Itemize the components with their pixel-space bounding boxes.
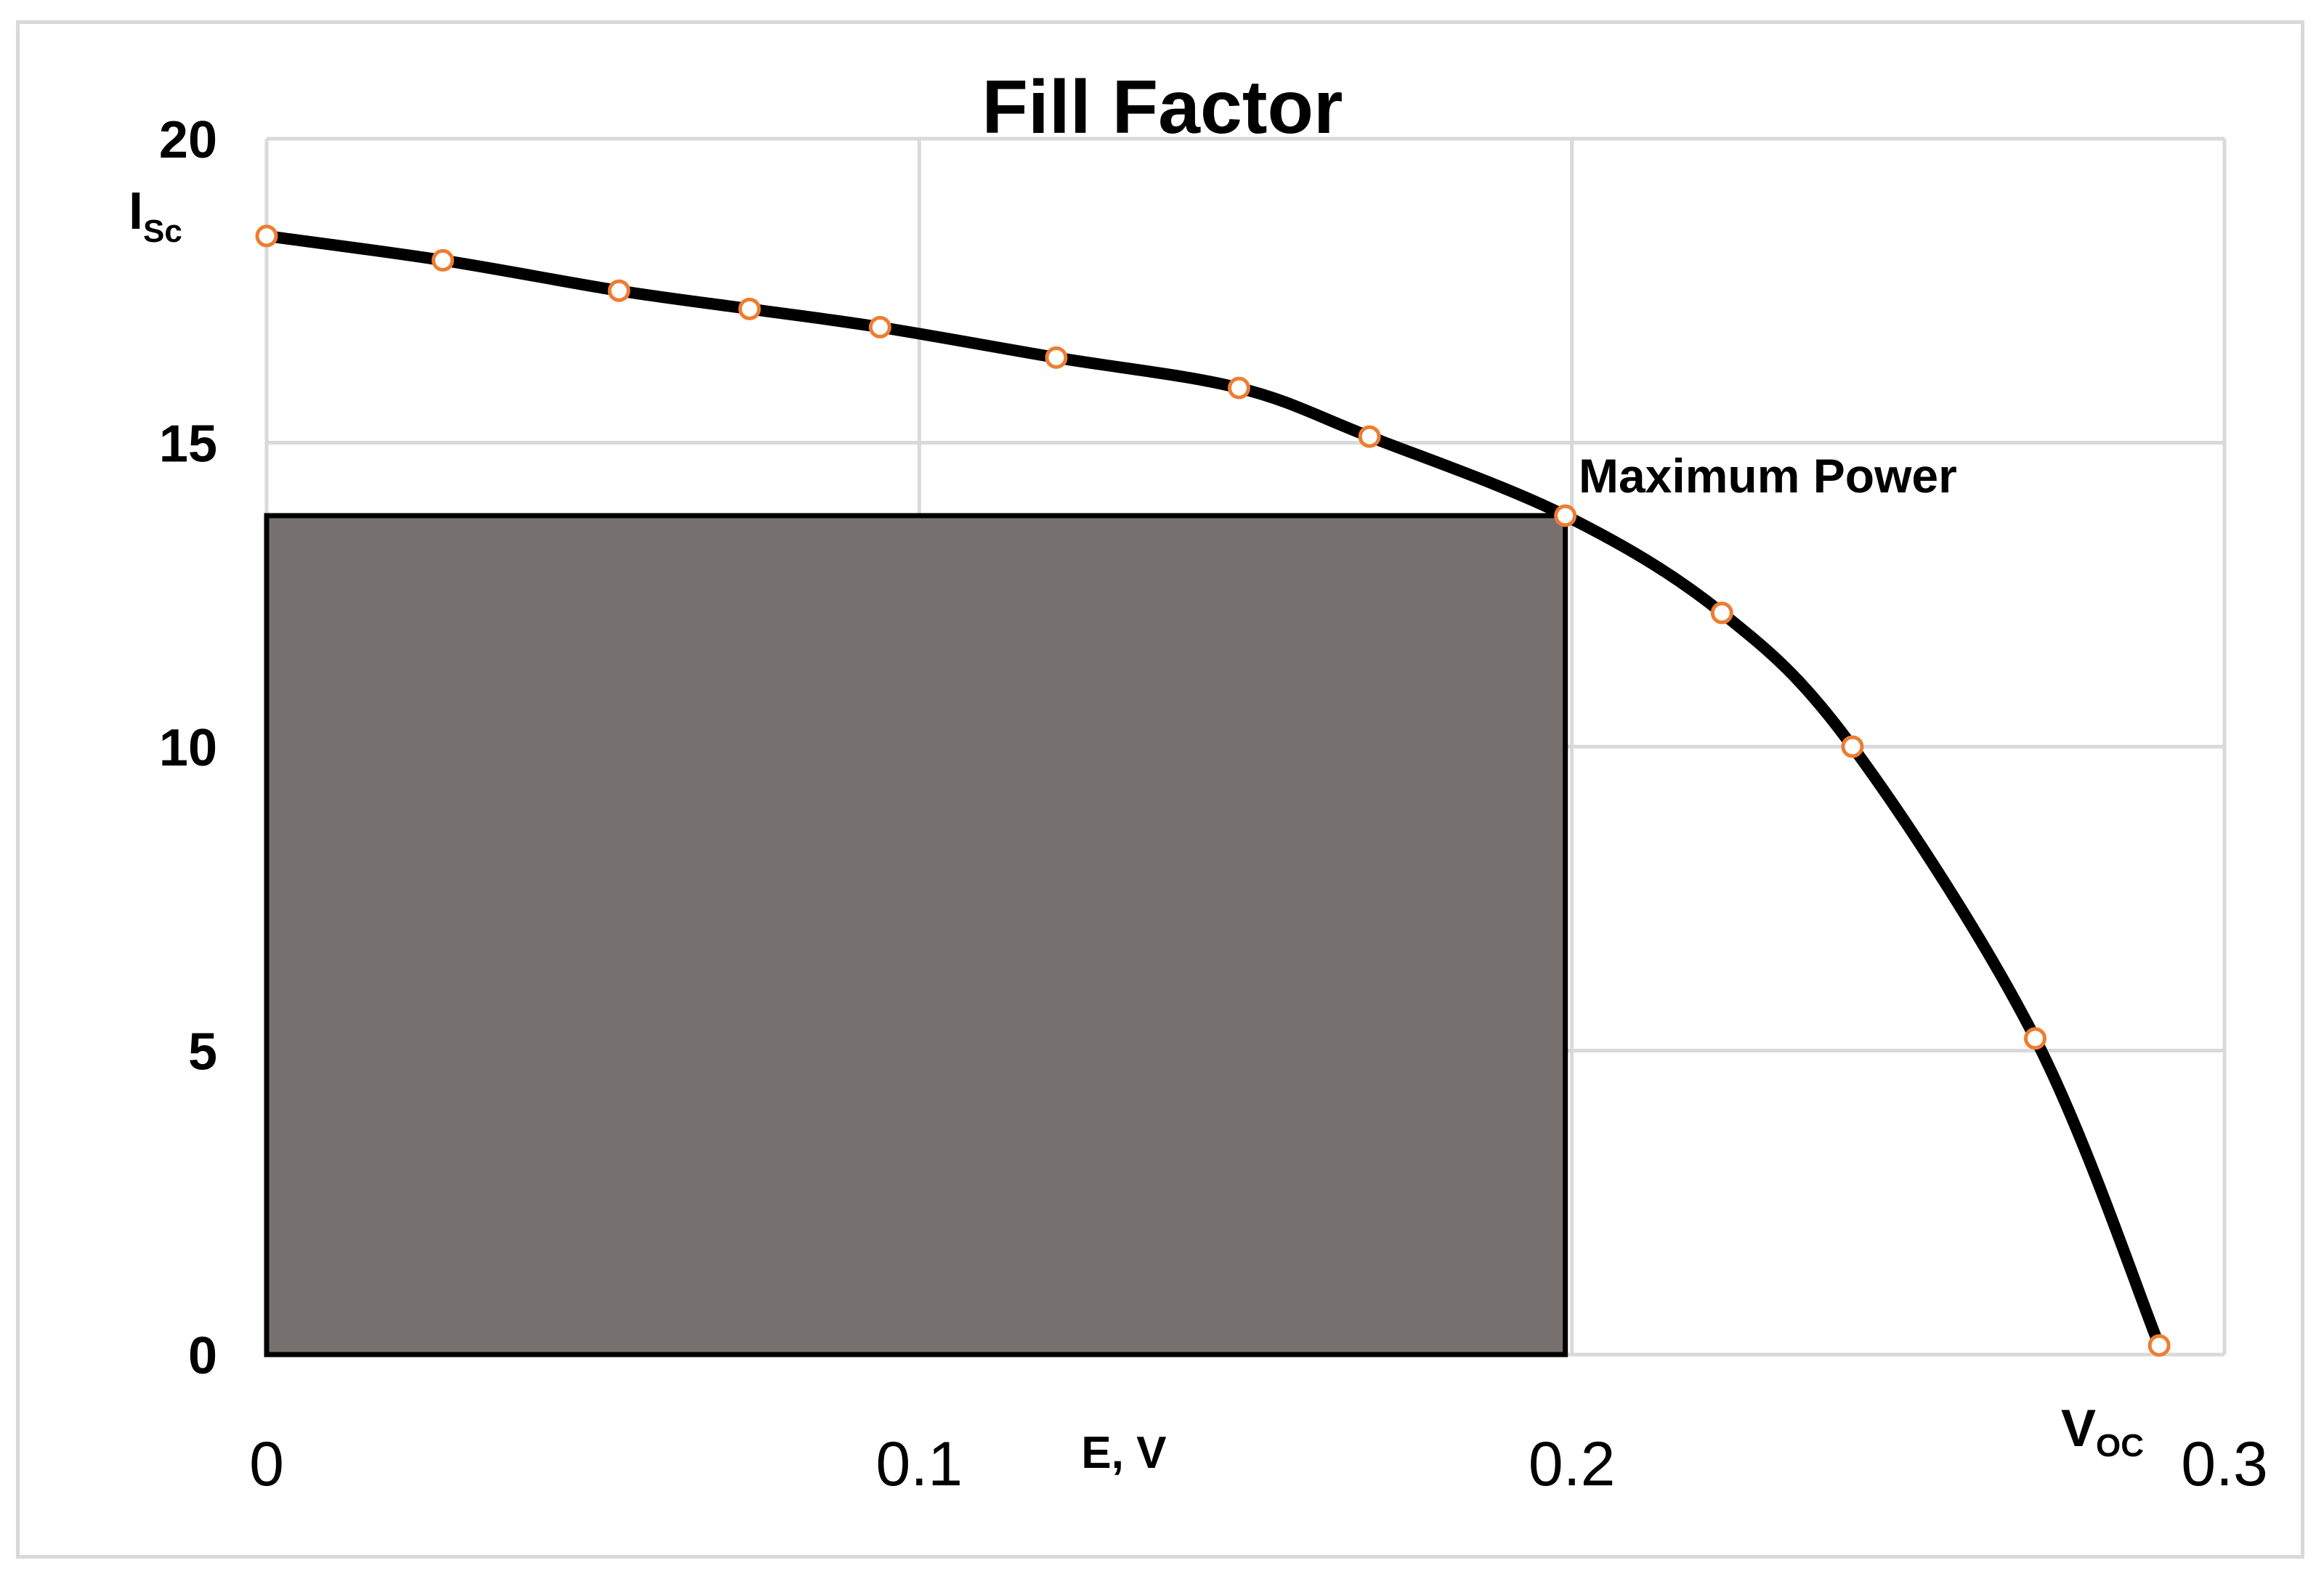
data-point: [2147, 1334, 2171, 1357]
x-tick-label: 0: [249, 1429, 284, 1499]
max-power-rectangle: [264, 513, 1568, 1357]
data-point: [2023, 1027, 2046, 1050]
maximum-power-label: Maximum Power: [1579, 449, 1957, 503]
data-point: [1358, 425, 1381, 448]
x-tick-labels: 0 0.1 0.2 0.3: [249, 1429, 2268, 1499]
y-tick-label: 15: [159, 415, 217, 474]
voc-subscript: OC: [2096, 1428, 2144, 1464]
chart-title: Fill Factor: [982, 65, 1343, 150]
voc-label: VOC: [2061, 1400, 2144, 1464]
data-point: [738, 297, 761, 320]
data-point: [868, 315, 891, 338]
isc-label: ISc: [129, 182, 182, 249]
x-tick-label: 0.3: [2181, 1429, 2268, 1499]
chart-frame: 0 5 10 15 20 0 0.1 0.2 0.3 Fill Factor E, V Max…: [16, 20, 2304, 1559]
x-tick-label: 0.1: [876, 1429, 963, 1499]
data-point: [255, 224, 278, 248]
data-point: [432, 248, 455, 272]
data-points: [255, 224, 2171, 1357]
data-point: [1045, 346, 1068, 369]
y-tick-label: 20: [159, 111, 217, 169]
x-axis-label: E, V: [1081, 1428, 1166, 1478]
data-point: [1841, 735, 1864, 758]
data-point: [607, 279, 631, 302]
y-tick-label: 10: [159, 719, 217, 777]
data-point: [1710, 601, 1733, 625]
y-tick-label: 0: [188, 1327, 217, 1385]
y-tick-labels: 0 5 10 15 20: [159, 111, 217, 1385]
x-tick-label: 0.2: [1529, 1429, 1616, 1499]
data-point: [1228, 376, 1251, 399]
isc-subscript: Sc: [143, 214, 182, 249]
y-tick-label: 5: [188, 1023, 217, 1081]
data-point: [1554, 504, 1577, 527]
fill-factor-chart: 0 5 10 15 20 0 0.1 0.2 0.3 Fill Factor E, V Max…: [129, 65, 2268, 1499]
voc-main: V: [2061, 1400, 2096, 1458]
isc-main: I: [129, 182, 143, 240]
